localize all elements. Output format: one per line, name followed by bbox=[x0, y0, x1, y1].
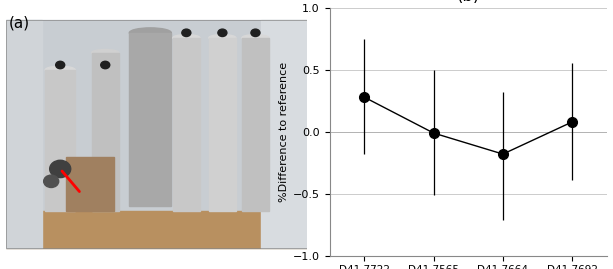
Bar bbox=[6, 211, 306, 248]
Bar bbox=[66, 157, 114, 211]
Circle shape bbox=[218, 29, 227, 37]
Circle shape bbox=[56, 61, 65, 69]
Bar bbox=[92, 53, 119, 211]
Ellipse shape bbox=[242, 35, 269, 41]
Circle shape bbox=[101, 61, 110, 69]
Circle shape bbox=[44, 175, 59, 187]
Ellipse shape bbox=[209, 35, 236, 41]
Ellipse shape bbox=[45, 66, 75, 74]
Circle shape bbox=[50, 160, 70, 178]
Bar bbox=[242, 38, 269, 211]
Bar bbox=[262, 20, 306, 248]
Ellipse shape bbox=[129, 28, 172, 38]
Bar bbox=[6, 20, 42, 248]
Text: (a): (a) bbox=[9, 16, 30, 30]
Ellipse shape bbox=[92, 49, 119, 56]
Y-axis label: %Difference to reference: %Difference to reference bbox=[279, 62, 289, 202]
Bar bbox=[45, 70, 75, 211]
FancyArrowPatch shape bbox=[62, 171, 80, 192]
Ellipse shape bbox=[173, 35, 200, 41]
Bar bbox=[209, 38, 236, 211]
Bar bbox=[173, 38, 200, 211]
Title: (b): (b) bbox=[457, 0, 480, 5]
Circle shape bbox=[251, 29, 260, 37]
Bar bbox=[129, 33, 172, 206]
Circle shape bbox=[182, 29, 191, 37]
